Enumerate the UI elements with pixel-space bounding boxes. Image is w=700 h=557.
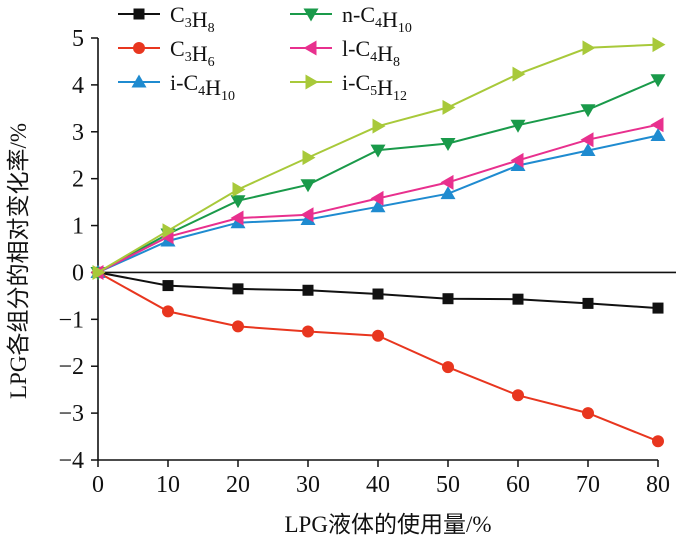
axes bbox=[91, 37, 676, 467]
data-point bbox=[300, 207, 314, 223]
y-tick-label: −4 bbox=[58, 448, 84, 474]
data-point bbox=[370, 190, 384, 206]
x-tick-label: 40 bbox=[366, 472, 390, 498]
data-point bbox=[303, 40, 317, 56]
data-point bbox=[131, 74, 147, 88]
data-point bbox=[510, 152, 524, 168]
data-point bbox=[582, 40, 596, 56]
data-point bbox=[305, 74, 319, 90]
data-point bbox=[370, 144, 386, 158]
data-point bbox=[92, 264, 106, 280]
data-point bbox=[370, 199, 386, 213]
data-point bbox=[440, 186, 456, 200]
series-n-C4H10 bbox=[90, 74, 666, 280]
data-point bbox=[580, 132, 594, 148]
data-point bbox=[230, 195, 246, 209]
y-tick-label: −2 bbox=[58, 354, 84, 380]
data-point bbox=[652, 435, 664, 448]
data-point bbox=[512, 66, 526, 82]
data-point bbox=[440, 174, 454, 190]
data-point bbox=[232, 320, 244, 333]
series-C3H8 bbox=[92, 266, 664, 314]
data-point bbox=[440, 138, 456, 151]
data-point bbox=[303, 8, 319, 22]
legend-label: i-C4H10 bbox=[170, 70, 235, 104]
data-point bbox=[372, 329, 384, 342]
data-point bbox=[580, 104, 596, 118]
data-point bbox=[302, 150, 316, 166]
x-tick-label: 30 bbox=[296, 472, 320, 498]
y-tick-label: 2 bbox=[72, 167, 84, 193]
data-point bbox=[582, 407, 594, 420]
x-tick-label: 70 bbox=[576, 472, 600, 498]
legend-item: i-C4H10 bbox=[118, 70, 235, 104]
data-point bbox=[300, 179, 316, 193]
y-tick-label: 1 bbox=[72, 214, 84, 240]
data-point bbox=[162, 280, 174, 292]
data-point bbox=[580, 143, 596, 157]
x-tick-label: 50 bbox=[436, 472, 460, 498]
y-tick-label: 3 bbox=[72, 120, 84, 146]
data-point bbox=[650, 74, 666, 88]
data-point bbox=[372, 118, 386, 134]
x-tick-label: 0 bbox=[92, 472, 104, 498]
data-point bbox=[232, 283, 244, 295]
data-point bbox=[650, 117, 664, 133]
legend-label: n-C4H10 bbox=[342, 2, 412, 36]
series-line bbox=[97, 78, 659, 274]
legend-label: l-C4H8 bbox=[342, 36, 400, 70]
legend-item: C3H8 bbox=[118, 2, 215, 36]
data-point bbox=[652, 37, 666, 53]
data-point bbox=[512, 293, 524, 305]
x-tick-label: 10 bbox=[156, 472, 180, 498]
data-point bbox=[582, 297, 594, 309]
y-tick-label: 0 bbox=[72, 260, 84, 286]
data-point bbox=[302, 284, 314, 296]
y-tick-label: −3 bbox=[58, 401, 84, 427]
y-tick-label: 4 bbox=[72, 73, 84, 99]
x-tick-label: 80 bbox=[646, 472, 670, 498]
data-point bbox=[372, 288, 384, 300]
data-point bbox=[302, 325, 314, 338]
x-tick-label: 60 bbox=[506, 472, 530, 498]
legend-item: i-C5H12 bbox=[290, 70, 407, 104]
legend-item: C3H6 bbox=[118, 36, 215, 70]
data-point bbox=[442, 293, 454, 305]
legend-label: C3H6 bbox=[170, 36, 215, 70]
data-point bbox=[162, 223, 176, 239]
series-C3H6 bbox=[92, 266, 664, 448]
data-point bbox=[232, 181, 246, 197]
data-point bbox=[133, 42, 145, 54]
data-point bbox=[442, 99, 456, 115]
x-axis-label: LPG液体的使用量/% bbox=[285, 512, 492, 537]
legend-label: C3H8 bbox=[170, 2, 215, 36]
data-point bbox=[652, 302, 664, 314]
series-group bbox=[90, 37, 666, 448]
data-point bbox=[133, 8, 145, 20]
series-i-C5H12 bbox=[92, 37, 666, 280]
legend-label: i-C5H12 bbox=[342, 70, 407, 104]
data-point bbox=[512, 389, 524, 402]
y-axis-label: LPG各组分的相对变化率/% bbox=[6, 123, 31, 399]
data-point bbox=[650, 128, 666, 142]
data-point bbox=[230, 210, 244, 226]
legend-item: l-C4H8 bbox=[290, 36, 400, 70]
y-tick-label: 5 bbox=[72, 26, 84, 52]
data-point bbox=[510, 119, 526, 133]
y-tick-label: −1 bbox=[58, 307, 84, 333]
series-l-C4H8 bbox=[90, 117, 664, 280]
data-point bbox=[162, 305, 174, 318]
x-tick-label: 20 bbox=[226, 472, 250, 498]
legend-item: n-C4H10 bbox=[290, 2, 412, 36]
data-point bbox=[442, 361, 454, 374]
